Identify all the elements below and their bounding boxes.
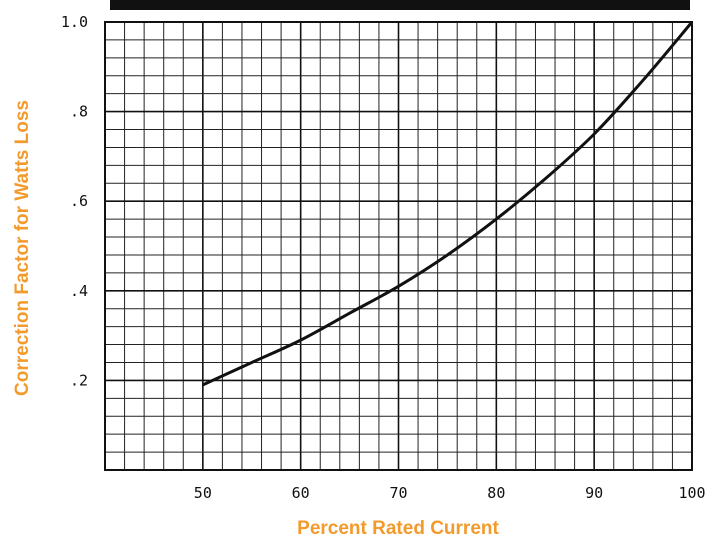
y-tick-label: 1.0	[61, 13, 88, 31]
x-tick-label: 80	[487, 484, 505, 502]
x-tick-label: 70	[389, 484, 407, 502]
y-tick-label: .4	[70, 282, 88, 300]
x-axis-title: Percent Rated Current	[297, 518, 499, 539]
x-tick-label: 100	[678, 484, 705, 502]
y-tick-label: .2	[70, 371, 88, 389]
tick-labels: 50 60 70 80 90 100 .2 .4 .6 .8 1.0	[61, 13, 706, 502]
series-line	[202, 21, 694, 387]
top-bar	[110, 0, 690, 10]
y-tick-label: .6	[70, 192, 88, 210]
grid	[104, 21, 693, 471]
x-tick-label: 60	[292, 484, 310, 502]
x-tick-label: 50	[194, 484, 212, 502]
plot-frame	[104, 21, 693, 471]
y-tick-label: .8	[70, 103, 88, 121]
x-tick-label: 90	[585, 484, 603, 502]
y-axis-title: Correction Factor for Watts Loss	[12, 100, 33, 396]
